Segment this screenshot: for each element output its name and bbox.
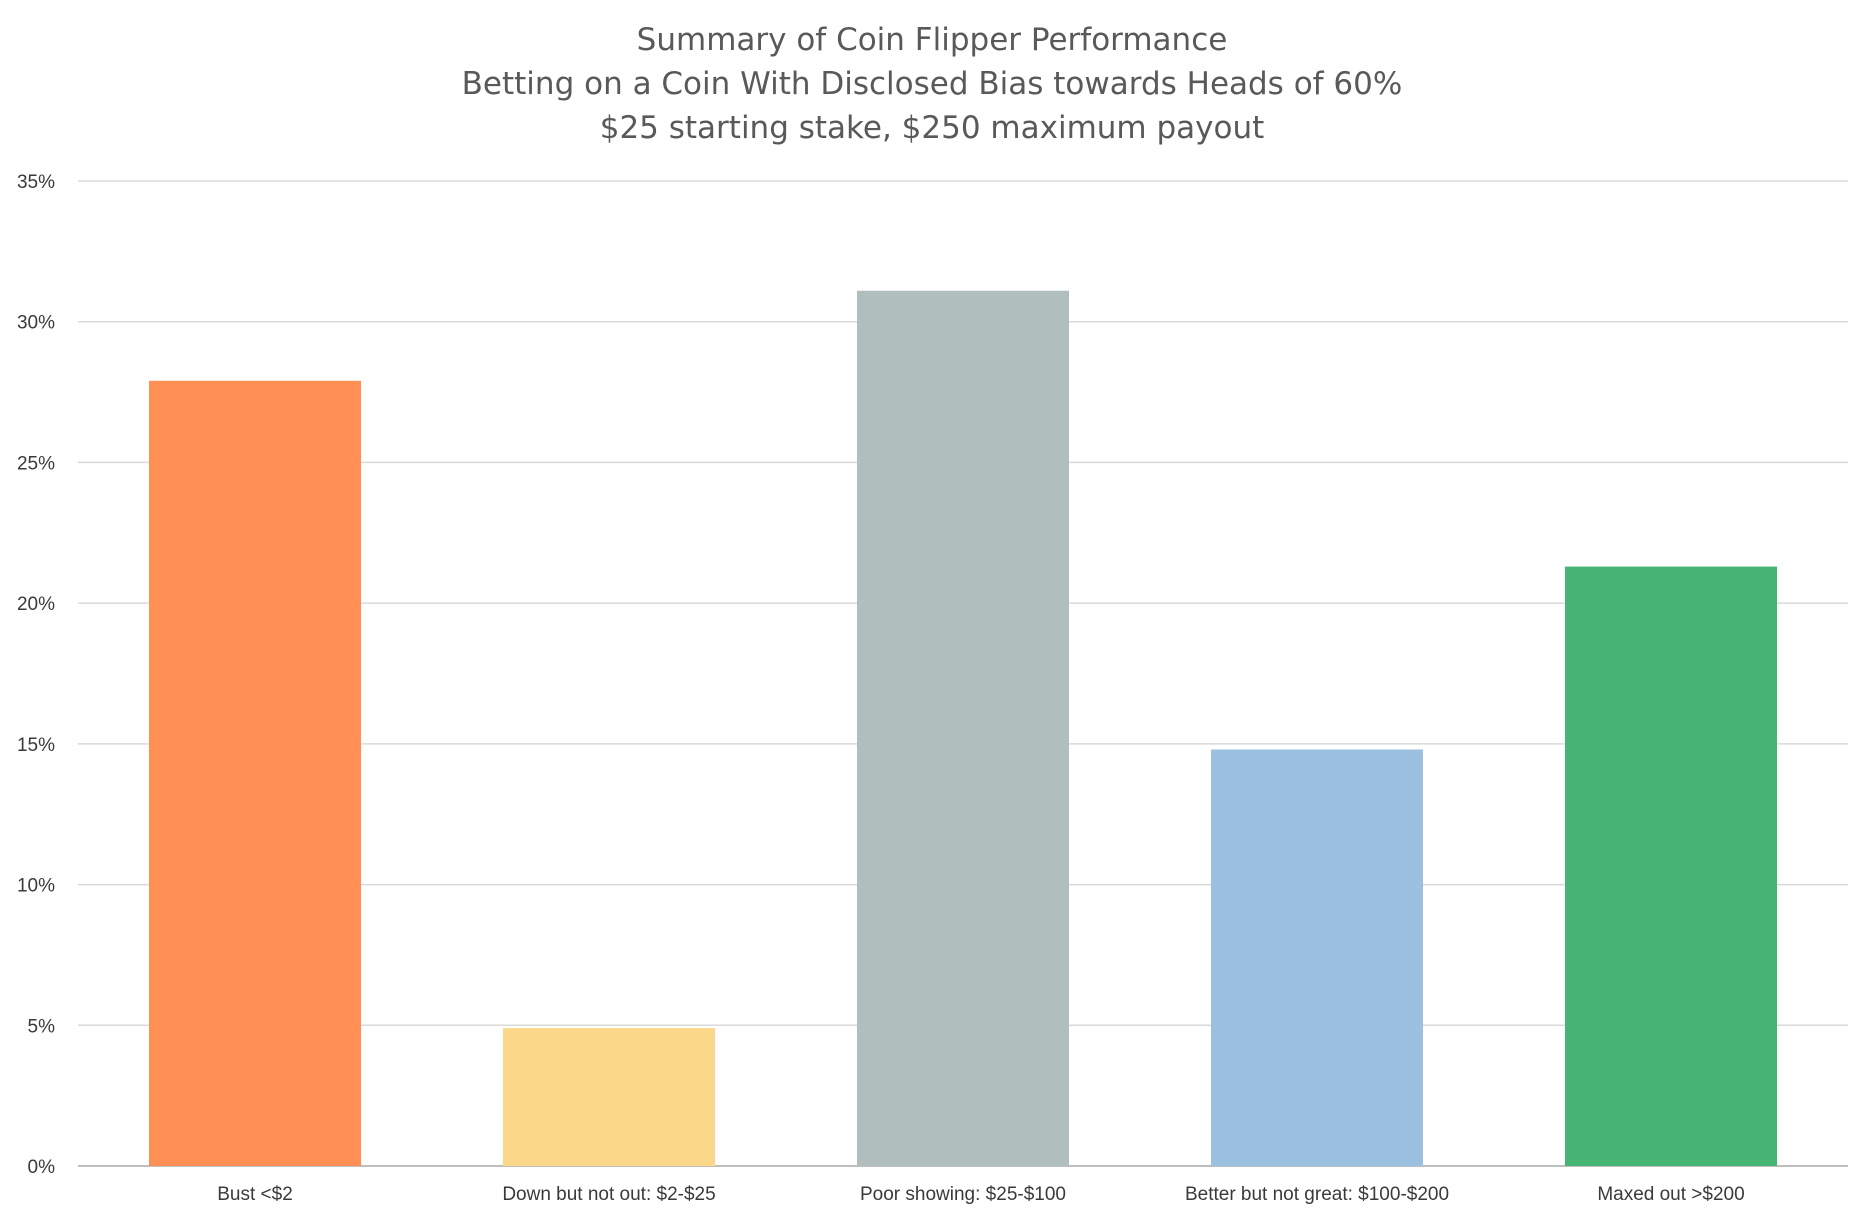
bar	[503, 1028, 715, 1166]
x-tick-label: Maxed out >$200	[1597, 1184, 1744, 1205]
y-tick-label: 25%	[17, 453, 55, 474]
y-tick-label: 10%	[17, 876, 55, 897]
y-axis-ticks: 0% 5% 10% 15% 20% 25% 30% 35%	[17, 172, 55, 1178]
bar	[149, 380, 361, 1166]
y-tick-label: 30%	[17, 313, 55, 334]
y-tick-label: 20%	[17, 594, 55, 615]
x-tick-label: Poor showing: $25-$100	[860, 1184, 1066, 1205]
x-tick-label: Bust <$2	[217, 1184, 293, 1205]
bars	[149, 290, 1777, 1166]
bar	[857, 290, 1069, 1166]
chart-title: Summary of Coin Flipper Performance	[636, 22, 1228, 58]
x-tick-label: Better but not great: $100-$200	[1185, 1184, 1449, 1205]
chart-subtitle-line-1: Betting on a Coin With Disclosed Bias to…	[461, 66, 1403, 102]
chart-title-block: Summary of Coin Flipper Performance Bett…	[0, 18, 1864, 150]
y-tick-label: 15%	[17, 735, 55, 756]
chart-subtitle-line-2: $25 starting stake, $250 maximum payout	[599, 110, 1265, 146]
x-axis-ticks: Bust <$2 Down but not out: $2-$25 Poor sho…	[217, 1184, 1744, 1205]
y-tick-label: 0%	[28, 1157, 56, 1178]
bar	[1565, 566, 1777, 1166]
bar	[1211, 749, 1423, 1166]
y-tick-label: 5%	[28, 1016, 56, 1037]
x-tick-label: Down but not out: $2-$25	[502, 1184, 715, 1205]
y-tick-label: 35%	[17, 172, 55, 193]
